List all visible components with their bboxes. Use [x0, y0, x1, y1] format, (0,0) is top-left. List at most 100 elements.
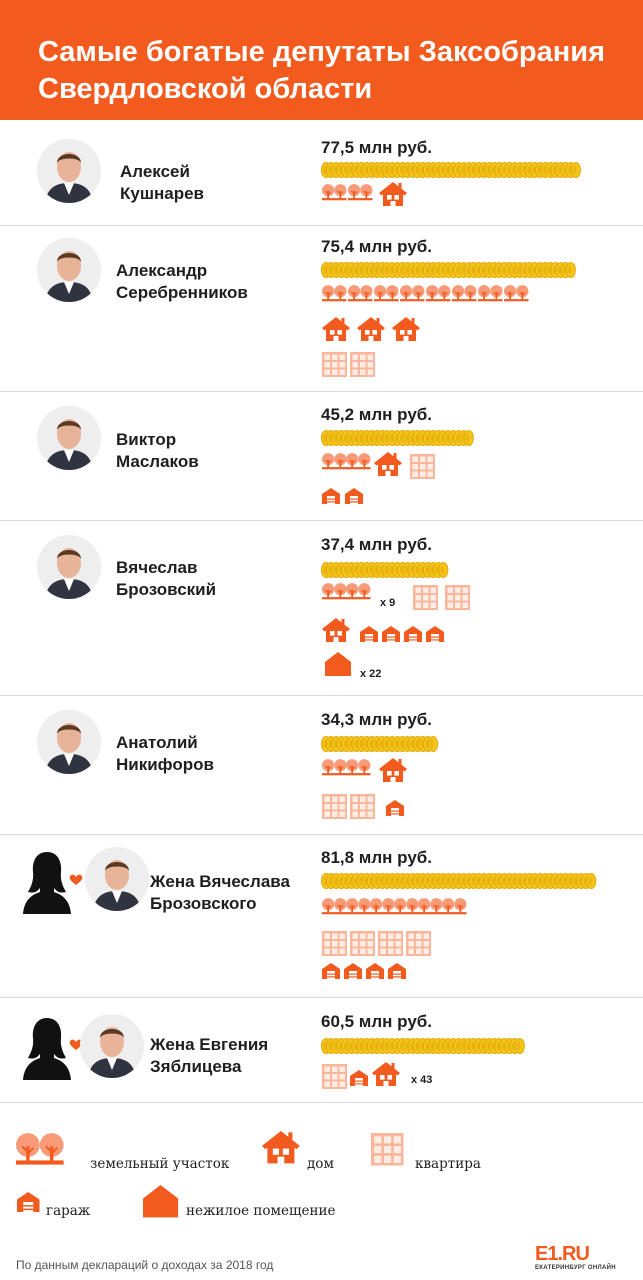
coin-icon [382, 161, 393, 179]
coin-icon [428, 429, 439, 447]
coin-icon [320, 561, 332, 579]
coin-icon [341, 561, 352, 579]
coin-icon [412, 561, 423, 579]
table-row: Александр Серебренников 75,4 млн руб. [0, 226, 643, 392]
house-icon [379, 182, 407, 206]
coin-icon [565, 872, 576, 890]
coin-icon [453, 261, 464, 279]
coin-icon [341, 1037, 352, 1055]
coin-icon [422, 872, 434, 890]
coin-icon [458, 872, 469, 890]
coin-icon [458, 261, 469, 279]
logo-text: E1.RU [535, 1243, 590, 1265]
page-title: Самые богатые депутаты Заксобрания Сверд… [38, 36, 606, 105]
heart-icon [69, 873, 83, 887]
coin-icon [407, 161, 418, 179]
coin-icon [320, 735, 332, 753]
coin-icon [382, 561, 393, 579]
coin-icon [331, 261, 342, 279]
coin-icon [377, 1037, 388, 1055]
coin-icon [402, 261, 413, 279]
coin-icon [407, 735, 418, 753]
coin-icon [586, 872, 597, 890]
coin-icon [560, 261, 571, 279]
coin-icon [402, 735, 413, 753]
coin-icon [443, 429, 454, 447]
coin-icon [402, 561, 413, 579]
amount-label: 34,3 млн руб. [321, 710, 433, 729]
coin-icon [326, 872, 337, 890]
coin-icon [417, 735, 428, 753]
coin-icon [422, 561, 434, 579]
coin-bar [320, 735, 439, 753]
coin-icon [448, 161, 459, 179]
coin-icon [351, 161, 362, 179]
coin-icon [479, 161, 490, 179]
coin-icon [545, 261, 556, 279]
garage-icon [322, 963, 340, 979]
coin-icon [377, 429, 388, 447]
garage-icon [360, 626, 378, 642]
coin-icon [351, 735, 362, 753]
coin-icon [519, 872, 530, 890]
coin-icon [550, 161, 561, 179]
coin-icon [382, 872, 393, 890]
coin-icon [463, 261, 474, 279]
amount-label: 75,4 млн руб. [321, 237, 433, 256]
coin-icon [428, 1037, 439, 1055]
coin-icon [545, 872, 556, 890]
coin-icon [428, 872, 439, 890]
coin-icon [336, 561, 347, 579]
coin-icon [555, 261, 566, 279]
coin-icon [387, 872, 398, 890]
coin-icon [417, 561, 428, 579]
garage-icon [344, 963, 362, 979]
coin-icon [366, 1037, 377, 1055]
coin-icon [433, 161, 444, 179]
land-plot-icon [322, 583, 347, 600]
coin-icon [438, 1037, 449, 1055]
coin-icon [402, 1037, 413, 1055]
house-icon [372, 1062, 400, 1086]
nonresidential-multiplier: x 22 [360, 668, 382, 680]
coin-icon [366, 429, 377, 447]
coin-icon [351, 1037, 362, 1055]
coin-icon [468, 1037, 479, 1055]
coin-icon [382, 261, 393, 279]
coin-icon [433, 261, 444, 279]
coin-icon [356, 561, 367, 579]
coin-icon [453, 429, 464, 447]
coin-icon [320, 1037, 332, 1055]
garage-icon [17, 1192, 40, 1212]
coin-icon [463, 872, 474, 890]
coin-icon [377, 735, 388, 753]
coin-icon [331, 735, 342, 753]
coin-icon [422, 429, 434, 447]
coin-icon [463, 429, 474, 447]
coin-icon [331, 429, 342, 447]
coin-icon [320, 261, 332, 279]
coin-icon [320, 872, 332, 890]
land-plot-icon [322, 898, 347, 915]
coin-icon [575, 872, 587, 890]
coin-icon [422, 161, 434, 179]
coin-icon [443, 872, 454, 890]
coin-icon [412, 261, 423, 279]
coin-icon [336, 1037, 347, 1055]
avatar [85, 847, 149, 911]
coin-icon [494, 1037, 505, 1055]
land-plot-icon [452, 285, 477, 302]
coin-icon [397, 161, 408, 179]
coin-icon [392, 735, 403, 753]
house-icon [374, 452, 402, 476]
land-plot-icon [322, 285, 347, 302]
coin-icon [387, 1037, 398, 1055]
coin-icon [540, 161, 551, 179]
coin-icon [448, 1037, 459, 1055]
logo-subtitle: ЕКАТЕРИНБУРГ ОНЛАЙН [535, 1265, 616, 1271]
legend-nonresidential-label: нежилое помещение [186, 1203, 336, 1219]
coin-icon [341, 429, 352, 447]
coin-icon [433, 561, 444, 579]
deputy-name: Жена Евгения Зяблицева [150, 1035, 269, 1076]
coin-icon [417, 429, 428, 447]
